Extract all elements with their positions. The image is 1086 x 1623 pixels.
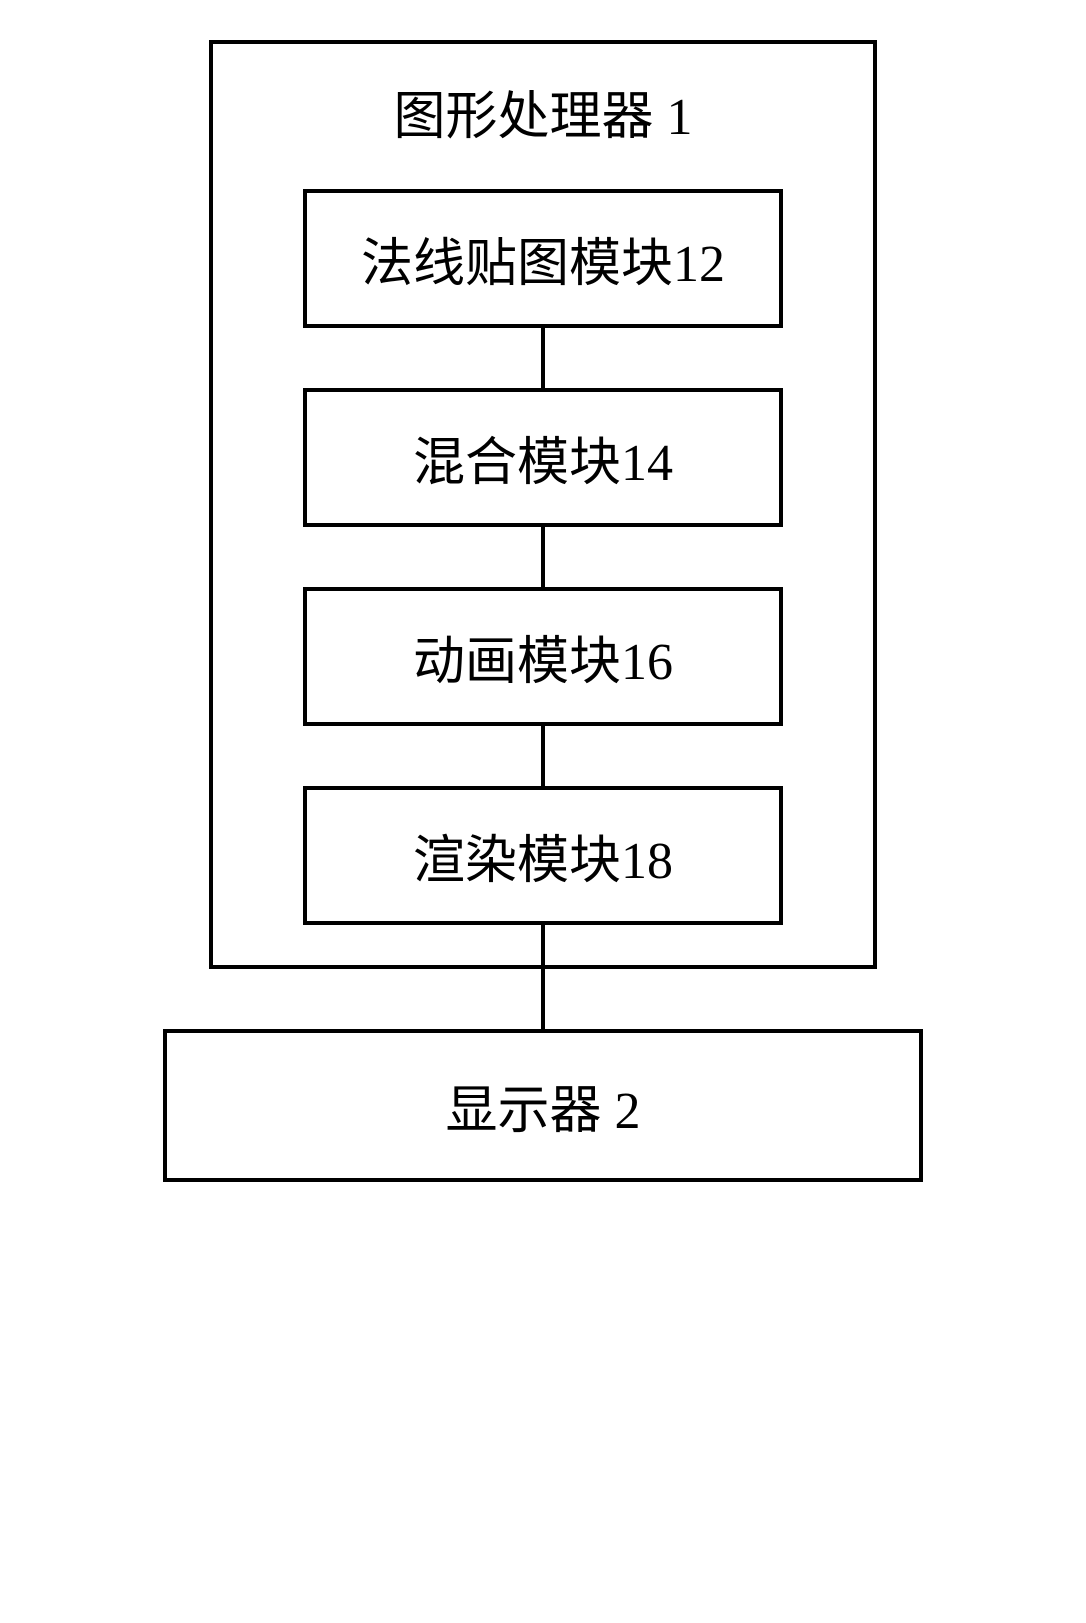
- connector-line: [541, 925, 545, 965]
- graphics-processor-container: 图形处理器 1 法线贴图模块12 混合模块14 动画模块16 渲染模块18: [209, 40, 877, 969]
- graphics-processor-title: 图形处理器 1: [393, 74, 692, 149]
- connector-line: [541, 328, 545, 388]
- display-box: 显示器 2: [163, 1029, 923, 1182]
- render-module-box: 渲染模块18: [303, 786, 783, 925]
- connector-line: [541, 527, 545, 587]
- blend-module-box: 混合模块14: [303, 388, 783, 527]
- connector-line: [541, 969, 545, 1029]
- animation-module-box: 动画模块16: [303, 587, 783, 726]
- normal-map-module-box: 法线贴图模块12: [303, 189, 783, 328]
- block-diagram: 图形处理器 1 法线贴图模块12 混合模块14 动画模块16 渲染模块18 显示…: [163, 40, 923, 1182]
- connector-line: [541, 726, 545, 786]
